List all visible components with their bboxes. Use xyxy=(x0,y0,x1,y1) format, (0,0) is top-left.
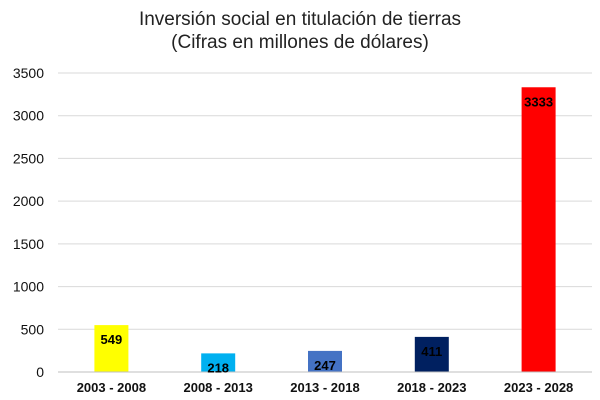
y-tick-label-1000: 1000 xyxy=(13,279,44,295)
bar-1 xyxy=(94,325,129,372)
y-tick-label-2000: 2000 xyxy=(13,193,44,209)
category-label-2: 2008 - 2013 xyxy=(183,380,252,395)
chart-title: Inversión social en titulación de tierra… xyxy=(138,9,462,30)
chart-title-block: Inversión social en titulación de tierra… xyxy=(0,8,600,54)
category-label-4: 2018 - 2023 xyxy=(397,380,466,395)
data-label-3: 247 xyxy=(314,358,336,373)
data-label-2: 218 xyxy=(207,360,229,375)
y-tick-label-3500: 3500 xyxy=(13,65,44,81)
y-tick-label-1500: 1500 xyxy=(13,236,44,252)
data-label-4: 411 xyxy=(421,344,442,359)
chart-subtitle: (Cifras en millones de dólares) xyxy=(171,32,429,53)
gridlines xyxy=(58,72,592,330)
category-label-1: 2003 - 2008 xyxy=(77,380,146,395)
bar-3 xyxy=(308,350,342,372)
y-tick-label-3000: 3000 xyxy=(13,108,44,124)
y-axis-ticks: 0 500 1000 1500 2000 2500 3000 3500 xyxy=(13,65,44,380)
bar-2 xyxy=(201,353,236,372)
data-label-1: 549 xyxy=(101,332,123,347)
bar-5 xyxy=(521,87,556,372)
y-tick-label-500: 500 xyxy=(21,321,45,337)
bar-4 xyxy=(414,336,449,372)
y-tick-label-2500: 2500 xyxy=(13,150,44,166)
y-tick-label-0: 0 xyxy=(36,364,44,380)
data-labels: 549 218 247 411 3333 xyxy=(101,94,554,375)
x-axis-categories: 2003 - 2008 2008 - 2013 2013 - 2018 2018 - … xyxy=(77,380,574,395)
category-label-3: 2013 - 2018 xyxy=(290,380,359,395)
bars xyxy=(94,87,556,372)
category-label-5: 2023 - 2028 xyxy=(504,380,573,395)
data-label-5: 3333 xyxy=(524,94,553,109)
